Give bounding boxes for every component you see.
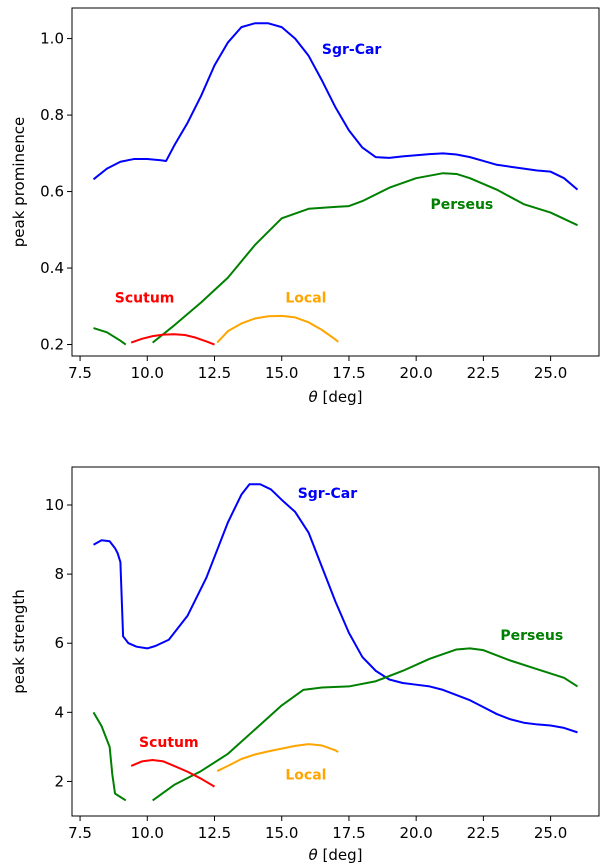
series-line-perseus-seg1 xyxy=(92,711,127,802)
x-axis-label: θ [deg] xyxy=(309,846,363,864)
y-axis-label: peak strength xyxy=(10,589,28,694)
x-tick-label: 25.0 xyxy=(534,824,567,842)
x-tick-label: 22.5 xyxy=(467,364,500,382)
axes-frame xyxy=(71,7,600,357)
series-line-local xyxy=(216,743,339,772)
chart-panel-peak-prominence: Sgr-Car Perseus Scutum Local 7.5 10.0 12.5 15.0… xyxy=(10,7,600,406)
y-tick-label: 2 xyxy=(54,772,64,790)
y-tick-label: 0.6 xyxy=(40,183,64,201)
x-tick-label: 20.0 xyxy=(399,364,432,382)
y-axis-label: peak prominence xyxy=(10,117,28,247)
y-tick-label: 8 xyxy=(54,565,64,583)
x-tick-label: 15.0 xyxy=(265,364,298,382)
x-axis-label-symbol: θ xyxy=(309,846,318,864)
x-tick-label: 7.5 xyxy=(68,824,92,842)
series-line-sgr-car xyxy=(92,22,579,191)
y-tick-label: 0.4 xyxy=(40,259,64,277)
series-line-perseus-seg2 xyxy=(152,647,579,802)
x-tick-label: 12.5 xyxy=(198,824,231,842)
x-axis-label-unit: [deg] xyxy=(318,388,363,406)
series-label-perseus: Perseus xyxy=(430,197,493,213)
axes-frame xyxy=(71,466,600,817)
series-line-scutum xyxy=(130,759,216,788)
series-line-sgr-car xyxy=(93,483,578,734)
x-axis-label: θ [deg] xyxy=(309,388,363,406)
x-tick-label: 10.0 xyxy=(131,824,164,842)
x-axis-label-unit: [deg] xyxy=(318,846,363,864)
y-tick-label: 10 xyxy=(45,496,64,514)
x-tick-label: 22.5 xyxy=(467,824,500,842)
y-tick-label: 4 xyxy=(54,703,64,721)
series-line-perseus-seg1 xyxy=(93,327,127,346)
y-tick-label: 1.0 xyxy=(40,30,64,48)
series-label-sgr-car: Sgr-Car xyxy=(298,486,358,502)
x-tick-label: 20.0 xyxy=(399,824,432,842)
x-tick-label: 7.5 xyxy=(68,364,92,382)
series-label-scutum: Scutum xyxy=(139,735,199,751)
series-line-perseus-seg2 xyxy=(152,172,578,344)
x-tick-label: 12.5 xyxy=(198,364,231,382)
x-axis-label-symbol: θ xyxy=(309,388,318,406)
series-label-perseus: Perseus xyxy=(500,628,563,644)
x-tick-label: 17.5 xyxy=(332,364,365,382)
chart-panel-peak-strength: Sgr-Car Perseus Scutum Local 7.5 10.0 12.5 15.0… xyxy=(10,466,600,864)
x-tick-label: 25.0 xyxy=(534,364,567,382)
series-label-sgr-car: Sgr-Car xyxy=(322,42,382,58)
x-tick-label: 10.0 xyxy=(131,364,164,382)
x-tick-label: 17.5 xyxy=(332,824,365,842)
series-label-local: Local xyxy=(285,768,326,784)
x-tick-label: 15.0 xyxy=(265,824,298,842)
series-label-local: Local xyxy=(285,290,326,306)
series-line-local xyxy=(216,314,339,344)
series-line-scutum xyxy=(130,333,215,346)
series-label-scutum: Scutum xyxy=(115,290,175,306)
y-tick-label: 0.2 xyxy=(40,336,64,354)
y-tick-label: 0.8 xyxy=(40,106,64,124)
y-tick-label: 6 xyxy=(54,634,64,652)
